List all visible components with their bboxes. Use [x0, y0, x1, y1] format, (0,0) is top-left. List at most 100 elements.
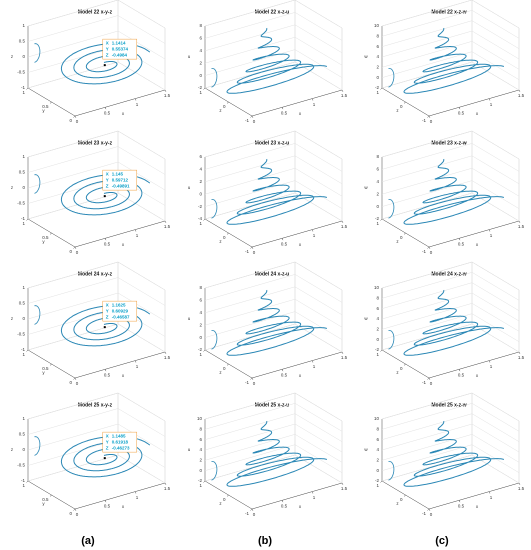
depth-tick-label: 0	[400, 366, 403, 371]
vertical-tick-label: 0	[376, 204, 379, 209]
hook	[34, 305, 41, 325]
grid-line	[294, 274, 343, 303]
tick-mark	[518, 220, 521, 223]
tick-mark	[226, 232, 229, 235]
vertical-tick-label: 4	[199, 167, 202, 172]
grid-line	[381, 10, 473, 37]
grid-line	[471, 413, 520, 442]
tick-mark	[104, 500, 107, 503]
vertical-tick-label: 8	[376, 427, 379, 432]
tick-mark	[74, 508, 77, 511]
grid-line	[381, 454, 473, 482]
tick-mark	[73, 115, 76, 118]
depth-tick-label: -1	[245, 380, 249, 385]
tick-mark	[428, 377, 431, 380]
horizontal-tick-label: 1.5	[518, 93, 525, 98]
depth-axis-label: z	[219, 108, 222, 113]
hook	[388, 461, 395, 481]
grid-line	[204, 323, 296, 351]
depth-tick-label: 0	[69, 249, 72, 254]
panel-title: Model 25 x-y-z	[78, 402, 113, 408]
panel-title: Model 24 x-y-z	[78, 271, 113, 277]
horizontal-axis-label: x	[122, 242, 125, 247]
horizontal-tick-label: 1.5	[341, 224, 348, 229]
grid-line	[471, 454, 520, 484]
grid-line	[381, 282, 473, 309]
vertical-tick-label: 0.5	[19, 39, 26, 44]
grid-line	[204, 444, 296, 471]
panel-title: Model 24 x-z-w	[431, 271, 466, 277]
grid-line	[117, 323, 166, 353]
datatip-label: Y	[106, 308, 109, 313]
vertical-tick-label: -4	[198, 216, 202, 221]
datatip-value: -0.46273	[112, 445, 130, 450]
panel-title: Model 22 x-z-w	[431, 9, 466, 15]
datatip-label: Z	[106, 445, 109, 450]
grid-line	[381, 323, 473, 351]
horizontal-tick-label: 0	[430, 381, 433, 386]
grid-line	[117, 130, 166, 160]
depth-tick-label: 0	[223, 104, 226, 109]
depth-tick-label: 0	[400, 235, 403, 240]
datatip-label: Z	[106, 183, 109, 188]
tick-mark	[488, 98, 491, 101]
hook	[388, 68, 395, 88]
vertical-axis-label: u	[188, 447, 191, 452]
depth-tick-label: 1	[199, 90, 202, 95]
vertical-tick-label: 6	[199, 437, 202, 442]
grid-line	[204, 434, 296, 461]
depth-axis-label: z	[219, 239, 222, 244]
grid-line	[117, 0, 166, 29]
tick-mark	[104, 107, 107, 110]
depth-axis-label: z	[396, 501, 399, 506]
grid-line	[294, 413, 343, 442]
depth-tick-label: 1	[376, 483, 379, 488]
horizontal-tick-label: 1	[313, 364, 316, 369]
horizontal-tick-label: 1.5	[518, 355, 525, 360]
grid-line	[204, 454, 296, 482]
tick-mark	[311, 360, 314, 363]
horizontal-axis-label: x	[476, 111, 479, 116]
hook	[388, 330, 395, 350]
vertical-tick-label: 8	[376, 296, 379, 301]
grid-line	[471, 292, 520, 322]
datatip-box	[102, 38, 138, 60]
tick-mark	[428, 508, 431, 511]
depth-tick-label: 1	[199, 221, 202, 226]
vertical-axis-label: w	[364, 54, 368, 59]
depth-tick-label: 0.5	[42, 497, 49, 502]
tick-mark	[251, 377, 254, 380]
horizontal-tick-label: 0.5	[104, 504, 111, 509]
datatip-value: -0.49891	[112, 183, 130, 188]
grid-line	[471, 303, 520, 332]
grid-line	[381, 61, 473, 89]
vertical-tick-label: -1	[21, 216, 25, 221]
grid-line	[294, 298, 343, 328]
grid-line	[471, 20, 520, 49]
horizontal-axis	[428, 351, 520, 379]
vertical-axis-label: u	[188, 185, 191, 190]
tick-mark	[458, 369, 461, 372]
depth-tick-label: 0	[223, 235, 226, 240]
vertical-tick-label: 10	[374, 285, 380, 290]
tick-mark	[380, 218, 383, 221]
horizontal-tick-label: 0	[430, 512, 433, 517]
grid-line	[204, 413, 296, 440]
vertical-tick-label: -1	[21, 478, 25, 483]
tick-mark	[74, 377, 77, 380]
trajectory	[60, 435, 151, 478]
tick-mark	[49, 363, 52, 366]
depth-tick-label: 0	[400, 104, 403, 109]
trajectory	[226, 289, 328, 356]
horizontal-tick-label: 0	[76, 119, 79, 124]
tick-mark	[518, 351, 521, 354]
grid-line	[471, 130, 520, 160]
vertical-tick-label: 8	[376, 34, 379, 39]
hook	[34, 174, 41, 194]
depth-tick-label: 1	[376, 221, 379, 226]
vertical-tick-label: -1	[21, 85, 25, 90]
vertical-tick-label: -2	[375, 478, 379, 483]
depth-tick-label: 0	[223, 497, 226, 502]
trajectory	[226, 158, 328, 225]
